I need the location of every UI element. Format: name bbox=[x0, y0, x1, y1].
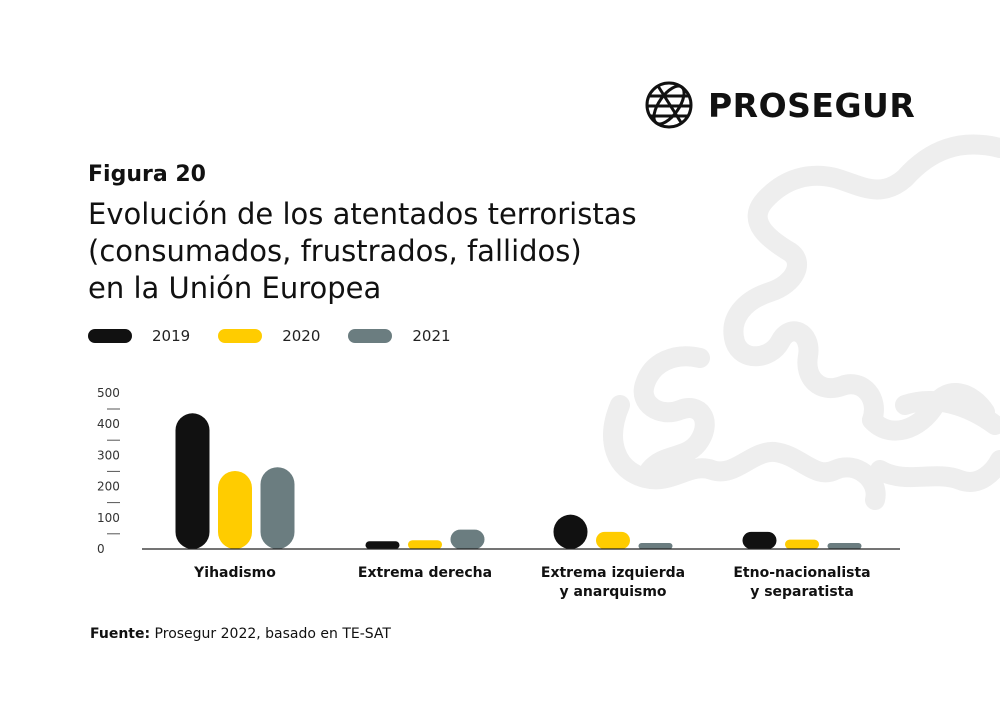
globe-icon bbox=[645, 81, 693, 129]
legend-label: 2020 bbox=[282, 327, 321, 345]
legend-swatch bbox=[218, 329, 263, 343]
legend-item: 2021 bbox=[348, 327, 451, 345]
x-category-label: Extrema derecha bbox=[358, 565, 492, 581]
bar-2019 bbox=[365, 541, 400, 549]
y-axis: 0 100 200 300 400 500 bbox=[97, 386, 120, 556]
legend-item: 2019 bbox=[88, 327, 190, 345]
x-axis: Yihadismo Extrema derecha Extrema izquierd… bbox=[142, 548, 900, 600]
chart-legend: 2019 2020 2021 bbox=[88, 327, 479, 345]
y-tick-label: 400 bbox=[97, 417, 120, 431]
figure-title-line: en la Unión Europea bbox=[88, 271, 382, 305]
legend-swatch bbox=[348, 329, 393, 343]
source-label: Fuente: bbox=[90, 626, 151, 642]
y-tick-label: 200 bbox=[97, 480, 120, 494]
source-note: Fuente: Prosegur 2022, basado en TE-SAT bbox=[90, 626, 391, 642]
figure-title-line: Evolución de los atentados terroristas bbox=[88, 197, 637, 231]
x-category-label: Yihadismo bbox=[193, 565, 276, 581]
y-tick-label: 500 bbox=[97, 386, 120, 400]
bar-2019 bbox=[742, 531, 777, 549]
bar-2021 bbox=[450, 529, 485, 549]
x-category-label: Extrema izquierda y anarquismo bbox=[541, 565, 685, 600]
bar-2020 bbox=[785, 539, 819, 549]
bar-2020 bbox=[218, 471, 252, 549]
bar-2021 bbox=[260, 467, 295, 549]
bar-2019 bbox=[175, 413, 210, 549]
legend-item: 2020 bbox=[218, 327, 320, 345]
figure-label: Figura 20 bbox=[88, 162, 206, 187]
x-category-label: Etno-nacionalista y separatista bbox=[733, 565, 870, 600]
figure-title: Evolución de los atentados terroristas (… bbox=[88, 196, 728, 307]
brand-name: PROSEGUR bbox=[708, 85, 916, 125]
bar-2021 bbox=[827, 543, 862, 549]
prosegur-logo: PROSEGUR bbox=[644, 80, 915, 130]
figure-title-line: (consumados, frustrados, fallidos) bbox=[88, 234, 582, 268]
y-tick-label: 300 bbox=[97, 448, 120, 462]
legend-label: 2021 bbox=[412, 327, 451, 345]
bar-2019 bbox=[553, 514, 588, 549]
bars bbox=[175, 413, 862, 549]
bar-2021 bbox=[638, 543, 673, 549]
y-tick-label: 100 bbox=[97, 511, 120, 525]
legend-swatch bbox=[88, 329, 132, 343]
legend-label: 2019 bbox=[152, 327, 191, 345]
bar-2020 bbox=[408, 540, 442, 549]
source-text: Prosegur 2022, basado en TE-SAT bbox=[150, 626, 391, 642]
y-tick-label: 0 bbox=[97, 542, 105, 556]
bar-2020 bbox=[596, 531, 630, 549]
